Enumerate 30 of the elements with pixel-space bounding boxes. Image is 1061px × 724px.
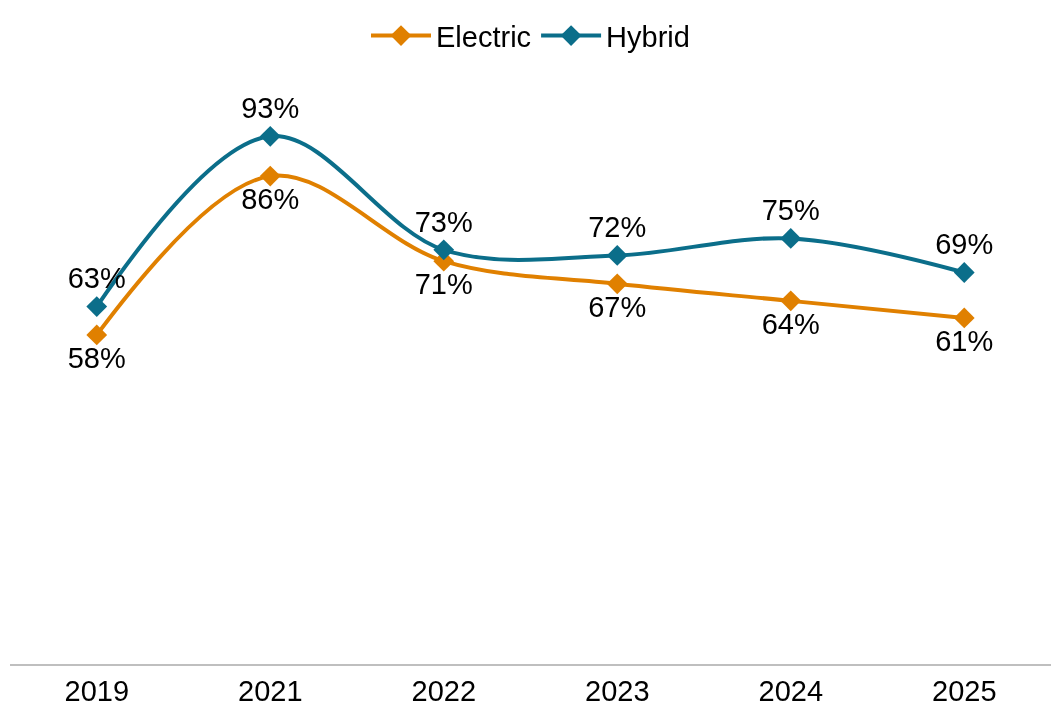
point (780, 290, 802, 312)
data-label: 75% (761, 194, 820, 227)
point (433, 239, 455, 261)
data-label: 69% (935, 228, 994, 261)
point (259, 125, 281, 147)
point (953, 262, 975, 283)
x-tick-label: 2022 (411, 674, 477, 707)
x-tick-label: 2024 (758, 674, 824, 707)
data-label: 93% (241, 92, 300, 125)
data-label: 67% (588, 290, 647, 323)
data-label: 61% (935, 324, 994, 357)
point (953, 307, 975, 329)
data-label: 71% (414, 267, 473, 300)
data-label: 64% (761, 307, 820, 340)
point (606, 273, 628, 295)
x-tick-label: 2019 (64, 674, 130, 707)
legend-label: Hybrid (606, 20, 690, 53)
point (259, 165, 281, 187)
legend-label: Electric (436, 20, 532, 53)
x-tick-label: 2021 (237, 674, 303, 707)
x-tick-label: 2023 (584, 674, 650, 707)
point (86, 324, 108, 346)
x-tick-label: 2025 (931, 674, 997, 707)
point (86, 296, 108, 317)
data-label: 73% (414, 205, 473, 238)
point (606, 245, 628, 266)
point (780, 228, 802, 249)
data-label: 86% (241, 182, 300, 215)
data-label: 58% (67, 341, 126, 374)
data-label: 72% (588, 211, 647, 244)
